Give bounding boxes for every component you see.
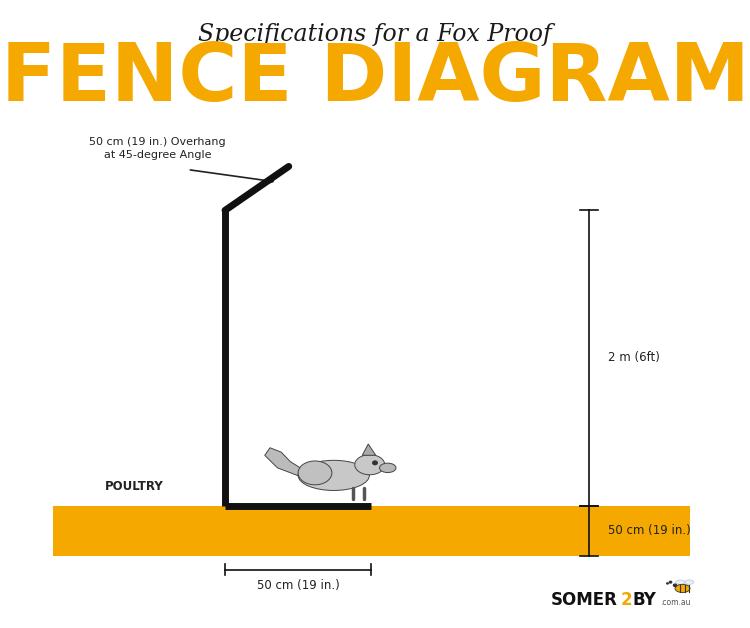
FancyArrowPatch shape <box>190 170 273 183</box>
Ellipse shape <box>675 584 690 593</box>
Text: POULTRY: POULTRY <box>105 480 164 493</box>
Text: 50 cm (19 in.) Overhang
at 45-degree Angle: 50 cm (19 in.) Overhang at 45-degree Ang… <box>89 137 226 160</box>
Ellipse shape <box>380 463 396 472</box>
Polygon shape <box>265 448 305 477</box>
Ellipse shape <box>355 455 385 475</box>
Bar <box>53 506 690 556</box>
Circle shape <box>666 582 669 585</box>
Text: Specifications for a Fox Proof: Specifications for a Fox Proof <box>198 23 552 46</box>
Ellipse shape <box>298 460 369 490</box>
Text: 50 cm (19 in.): 50 cm (19 in.) <box>256 579 340 592</box>
Text: 2 m (6ft): 2 m (6ft) <box>608 352 659 364</box>
Circle shape <box>372 460 378 465</box>
Ellipse shape <box>676 580 685 584</box>
Text: FENCE DIAGRAM: FENCE DIAGRAM <box>1 40 749 117</box>
Ellipse shape <box>298 461 332 485</box>
Text: 50 cm (19 in.): 50 cm (19 in.) <box>608 524 690 537</box>
Circle shape <box>668 580 672 584</box>
Text: SOMER: SOMER <box>551 591 618 609</box>
Text: 2: 2 <box>620 591 632 609</box>
Text: .com.au: .com.au <box>660 598 691 607</box>
Text: BY: BY <box>632 591 656 609</box>
Polygon shape <box>362 444 376 455</box>
Ellipse shape <box>685 580 694 584</box>
Circle shape <box>673 583 677 587</box>
